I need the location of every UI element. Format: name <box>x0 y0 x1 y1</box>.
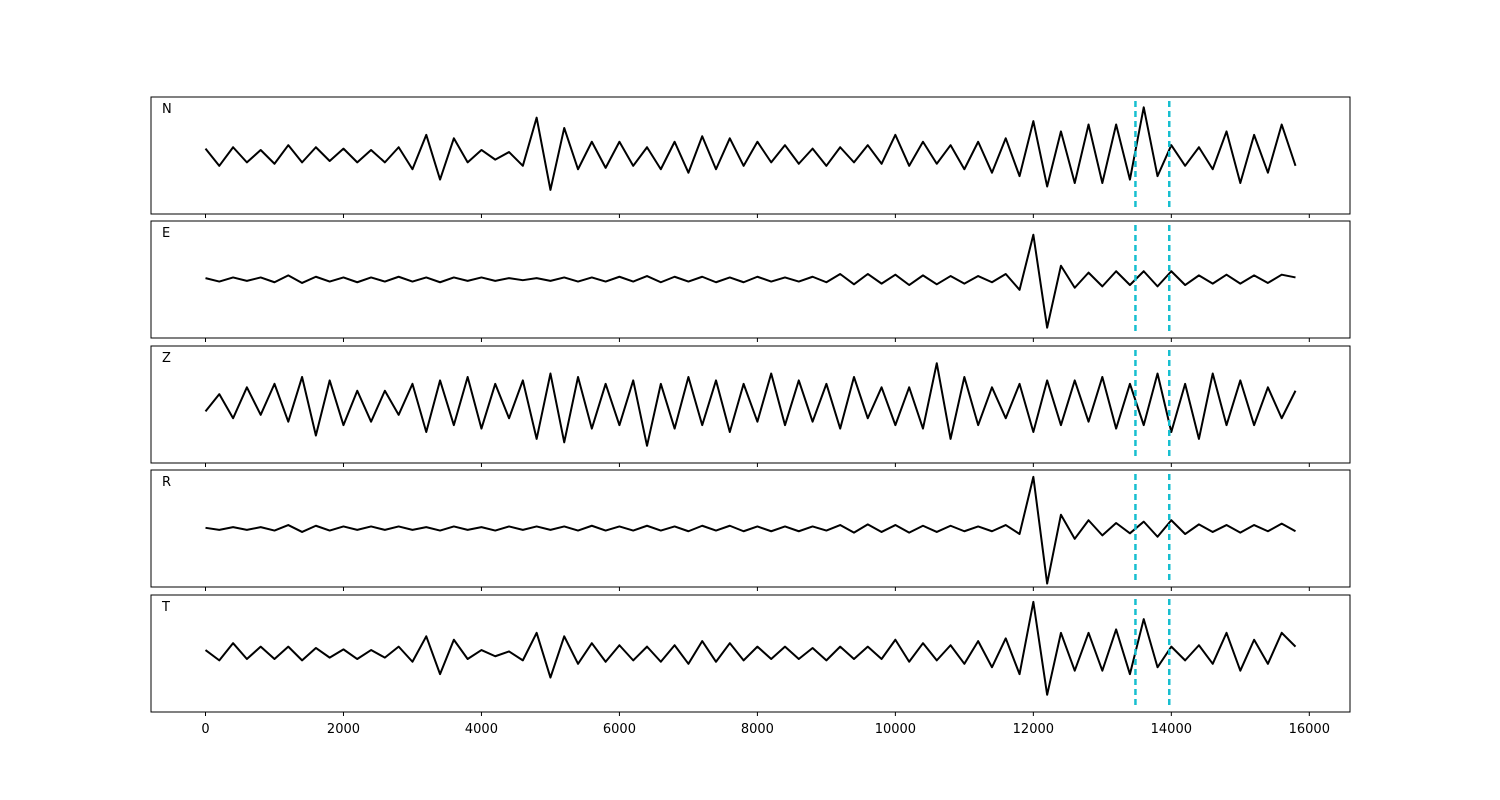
x-tick-label: 8000 <box>741 722 774 737</box>
panel-label: T <box>161 600 170 615</box>
x-tick-label: 6000 <box>603 722 636 737</box>
trace <box>205 233 1296 329</box>
trace <box>204 600 1297 696</box>
panel-label: E <box>162 226 170 241</box>
x-tick-label: 10000 <box>875 722 916 737</box>
panel-label: N <box>162 102 172 117</box>
x-tick-label: 0 <box>201 722 209 737</box>
panel-label: Z <box>162 351 171 366</box>
trace <box>204 106 1297 191</box>
panel-frame <box>150 594 1351 713</box>
x-tick-label: 16000 <box>1289 722 1330 737</box>
panel-frame <box>150 345 1351 464</box>
x-tick-label: 14000 <box>1151 722 1192 737</box>
panel-frame <box>150 96 1351 215</box>
panel-frame <box>150 220 1351 339</box>
trace <box>204 362 1297 447</box>
x-tick-label: 12000 <box>1013 722 1054 737</box>
x-tick-label: 2000 <box>327 722 360 737</box>
panel-frame <box>150 469 1351 588</box>
panel-label: R <box>162 475 171 490</box>
x-tick-label: 4000 <box>465 722 498 737</box>
trace <box>205 475 1296 585</box>
